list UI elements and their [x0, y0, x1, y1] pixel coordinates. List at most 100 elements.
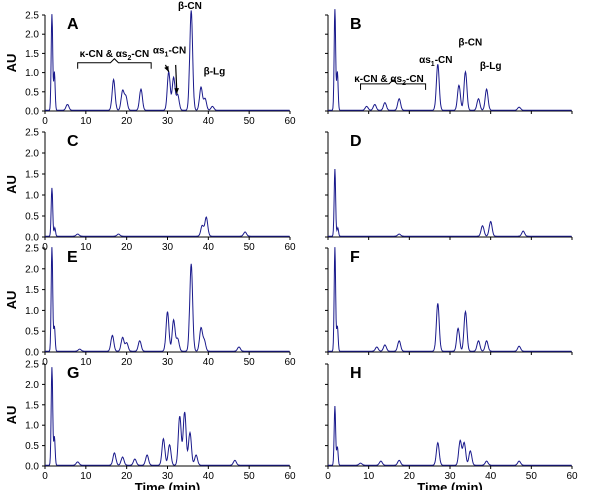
x-tick-label: 10	[80, 116, 92, 127]
chromatogram-trace	[45, 187, 290, 237]
y-tick-label: 0.0	[25, 462, 39, 473]
y-tick-label: 1.5	[25, 285, 39, 296]
panel-letter: A	[67, 16, 79, 33]
chromatogram-trace	[45, 10, 290, 111]
x-tick-label: 30	[162, 116, 174, 127]
x-tick-label: 30	[162, 471, 174, 482]
x-tick-label: 0	[42, 471, 48, 482]
peak-annotation: β-CN	[178, 1, 202, 12]
x-tick-label: 0	[42, 242, 48, 253]
x-tick-label: 20	[404, 471, 416, 482]
y-tick-label: 1.0	[25, 191, 39, 202]
y-tick-label: 0.0	[25, 107, 39, 118]
x-tick-label: 60	[284, 116, 296, 127]
x-axis-title: Time (min)	[417, 480, 483, 490]
x-tick-label: 10	[80, 357, 92, 368]
arrowhead	[174, 88, 179, 94]
y-tick-label: 0.0	[25, 348, 39, 359]
y-axis-title: AU	[4, 406, 19, 425]
x-tick-label: 40	[203, 357, 215, 368]
x-tick-label: 20	[121, 357, 133, 368]
y-tick-label: 2.5	[25, 360, 39, 371]
x-tick-label: 10	[80, 242, 92, 253]
panel-letter: H	[350, 365, 362, 382]
bracket	[360, 79, 427, 90]
x-tick-label: 0	[42, 357, 48, 368]
panel-letter: G	[67, 365, 79, 382]
peak-annotation: β-Lg	[204, 67, 226, 78]
chromatogram-trace	[328, 405, 572, 466]
x-tick-label: 60	[284, 357, 296, 368]
x-tick-label: 30	[444, 471, 456, 482]
panel-f: F	[325, 247, 573, 355]
y-tick-label: 2.0	[25, 30, 39, 41]
y-tick-label: 1.5	[25, 49, 39, 60]
x-tick-label: 50	[526, 471, 538, 482]
panel-letter: E	[67, 249, 78, 266]
y-tick-label: 1.0	[25, 68, 39, 79]
y-tick-label: 2.5	[25, 244, 39, 255]
x-tick-label: 0	[325, 471, 331, 482]
y-tick-label: 1.0	[25, 421, 39, 432]
panel-letter: F	[350, 249, 360, 266]
y-tick-label: 1.5	[25, 170, 39, 181]
x-tick-label: 20	[121, 116, 133, 127]
x-tick-label: 60	[566, 471, 578, 482]
bracket	[77, 58, 152, 69]
y-tick-label: 2.0	[25, 149, 39, 160]
x-tick-label: 60	[284, 471, 296, 482]
chromatogram-trace	[328, 9, 572, 111]
y-tick-label: 0.0	[25, 233, 39, 244]
x-tick-label: 50	[244, 471, 256, 482]
chromatogram-trace	[45, 367, 290, 466]
y-axis-title: AU	[4, 175, 19, 194]
x-tick-label: 30	[162, 242, 174, 253]
x-tick-label: 60	[284, 242, 296, 253]
x-tick-label: 40	[485, 471, 497, 482]
arrowhead	[164, 65, 169, 72]
x-tick-label: 20	[121, 471, 133, 482]
peak-annotation: κ-CN & αs2-CN	[80, 49, 150, 62]
peak-annotation: β-CN	[458, 38, 482, 49]
chromatogram-trace	[328, 168, 572, 237]
peak-annotation: β-Lg	[480, 61, 502, 72]
panel-d: D	[325, 131, 573, 240]
y-tick-label: 2.0	[25, 380, 39, 391]
chromatogram-trace	[45, 247, 290, 352]
y-tick-label: 2.5	[25, 128, 39, 139]
y-tick-label: 0.5	[25, 441, 39, 452]
peak-annotation: αs1-CN	[153, 45, 186, 58]
x-axis-title: Time (min)	[135, 480, 201, 490]
x-tick-label: 40	[203, 471, 215, 482]
panel-a: 0.0 0.5 1.0 1.5 2.0 2.5 0 10 20 30 40 50 60 A AU κ-CN &…	[4, 1, 296, 127]
y-tick-label: 0.5	[25, 327, 39, 338]
x-tick-label: 10	[80, 471, 92, 482]
panel-letter: D	[350, 133, 362, 150]
x-tick-label: 10	[363, 471, 375, 482]
peak-annotation: αs1-CN	[419, 55, 452, 68]
y-tick-label: 1.5	[25, 400, 39, 411]
x-tick-label: 50	[244, 242, 256, 253]
y-axis-title: AU	[4, 54, 19, 73]
panel-letter: B	[350, 16, 362, 33]
x-tick-label: 50	[244, 116, 256, 127]
x-tick-label: 40	[203, 116, 215, 127]
panel-h: 0 10 20 30 40 50 60 H Time (min)	[325, 363, 578, 490]
x-tick-label: 20	[121, 242, 133, 253]
x-tick-label: 50	[244, 357, 256, 368]
peak-annotation: κ-CN & αs2-CN	[354, 74, 424, 87]
y-axis-title: AU	[4, 291, 19, 310]
panel-letter: C	[67, 133, 79, 150]
panel-b: Bκ-CN & αs2-CN αs1-CN β-CN β-Lg	[325, 9, 573, 114]
y-tick-label: 0.5	[25, 212, 39, 223]
x-tick-label: 40	[203, 242, 215, 253]
y-tick-label: 0.5	[25, 87, 39, 98]
x-tick-label: 30	[162, 357, 174, 368]
x-tick-label: 0	[42, 116, 48, 127]
chromatogram-trace	[328, 247, 572, 352]
y-tick-label: 2.0	[25, 264, 39, 275]
